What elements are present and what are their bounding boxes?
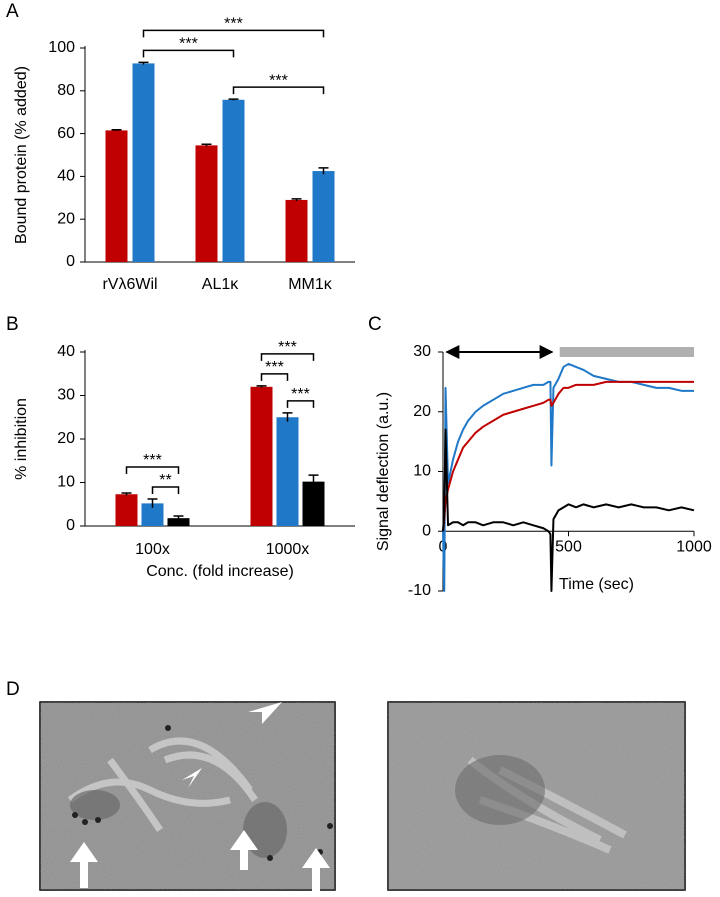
y-tick-label: 40 xyxy=(57,343,75,360)
y-tick-label: 10 xyxy=(413,463,431,480)
wash-bar xyxy=(559,347,694,357)
error-bar xyxy=(318,167,329,175)
panel-label: A xyxy=(6,1,19,22)
error-bar xyxy=(147,498,158,508)
y-tick-label: 0 xyxy=(66,517,75,534)
significance-label: *** xyxy=(179,36,198,53)
x-tick-label: 500 xyxy=(555,538,582,555)
x-tick-label: 100x xyxy=(135,541,170,558)
y-tick-label: 20 xyxy=(57,430,75,447)
significance-bracket xyxy=(286,400,315,408)
bar xyxy=(167,518,190,526)
bar xyxy=(141,503,164,526)
y-tick-label: 20 xyxy=(413,403,431,420)
x-tick-label: rVλ6Wil xyxy=(102,276,157,293)
line-series xyxy=(442,380,694,532)
x-axis-label: Time (sec) xyxy=(559,576,634,593)
error-bar xyxy=(138,61,149,65)
error-bar xyxy=(308,474,319,489)
y-tick-label: 0 xyxy=(422,522,431,539)
bar xyxy=(312,171,335,262)
significance-bracket xyxy=(125,466,180,475)
bar xyxy=(105,130,128,262)
y-tick-label: 0 xyxy=(66,253,75,270)
bar xyxy=(132,63,155,262)
significance-label: *** xyxy=(278,339,297,356)
error-bar xyxy=(256,385,267,388)
error-bar xyxy=(291,198,302,202)
bar xyxy=(285,199,308,262)
significance-label: *** xyxy=(291,386,310,403)
significance-label: *** xyxy=(269,72,288,89)
y-axis-label: Bound protein (% added) xyxy=(13,66,30,244)
y-tick-label: 10 xyxy=(57,474,75,491)
y-axis-label: Signal deflection (a.u.) xyxy=(375,392,392,551)
significance-bracket xyxy=(142,29,325,38)
y-tick-label: 30 xyxy=(57,387,75,404)
bar xyxy=(302,481,325,526)
x-axis-label: Conc. (fold increase) xyxy=(146,563,294,580)
x-tick-label: AL1κ xyxy=(202,276,239,293)
significance-bracket xyxy=(151,486,180,495)
error-bar xyxy=(228,98,239,101)
y-tick-label: 40 xyxy=(57,168,75,185)
x-tick-label: 1000 xyxy=(676,538,712,555)
bar xyxy=(276,417,299,526)
error-bar xyxy=(201,143,212,147)
bar xyxy=(115,494,138,526)
micrograph-left xyxy=(39,701,336,892)
significance-bracket xyxy=(232,86,325,95)
x-tick-label: 1000x xyxy=(266,541,310,558)
panel-label: B xyxy=(6,314,19,335)
significance-label: ** xyxy=(159,472,171,489)
y-tick-label: 20 xyxy=(57,210,75,227)
micrograph-right xyxy=(387,701,686,891)
line-series xyxy=(442,362,694,592)
line-series xyxy=(442,428,695,592)
error-bar xyxy=(121,492,132,496)
y-tick-label: 30 xyxy=(413,343,431,360)
bar xyxy=(250,386,273,526)
y-axis-label: % inhibition xyxy=(13,398,30,480)
significance-bracket xyxy=(260,353,315,361)
x-tick-label: MM1κ xyxy=(288,276,333,293)
bar xyxy=(222,99,245,263)
y-tick-label: -10 xyxy=(408,582,431,599)
error-bar xyxy=(173,515,184,521)
significance-label: *** xyxy=(143,452,162,469)
significance-label: *** xyxy=(265,359,284,376)
y-tick-label: 60 xyxy=(57,125,75,142)
panel-label: C xyxy=(368,314,382,335)
error-bar xyxy=(282,412,293,422)
significance-label: *** xyxy=(224,16,243,33)
y-tick-label: 80 xyxy=(57,82,75,99)
error-bar xyxy=(111,128,122,132)
panel-label: D xyxy=(6,679,20,700)
significance-bracket xyxy=(260,373,289,381)
bar xyxy=(195,145,218,262)
y-tick-label: 100 xyxy=(48,39,75,56)
significance-bracket xyxy=(142,49,235,58)
